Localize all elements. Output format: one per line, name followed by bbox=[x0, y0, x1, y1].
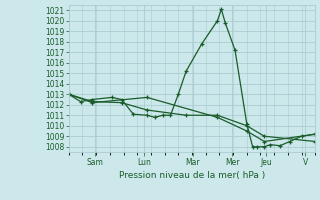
X-axis label: Pression niveau de la mer( hPa ): Pression niveau de la mer( hPa ) bbox=[119, 171, 265, 180]
